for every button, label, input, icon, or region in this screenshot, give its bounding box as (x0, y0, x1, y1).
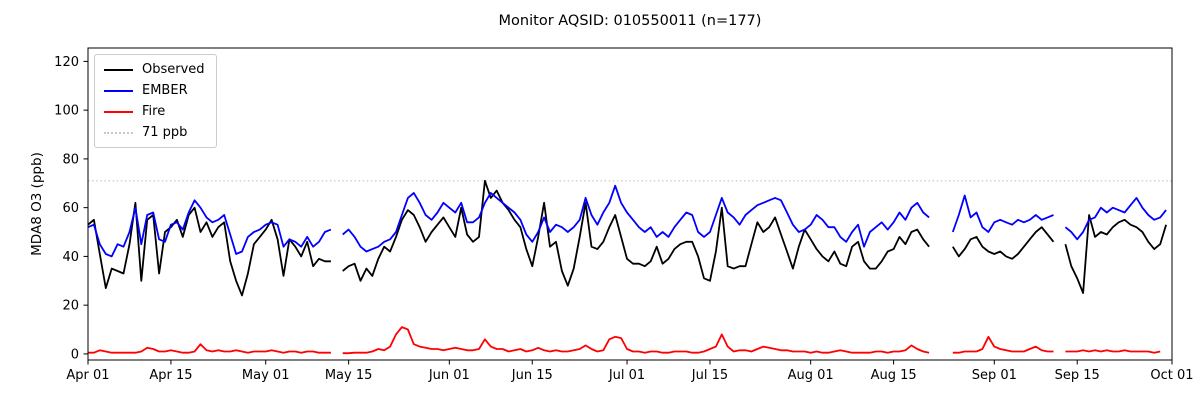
x-tick-label: Aug 15 (871, 368, 917, 383)
legend-label: Fire (142, 104, 166, 119)
x-tick-label: Apr 01 (66, 368, 109, 383)
x-tick-label: Apr 15 (149, 368, 192, 383)
x-tick-label: Aug 01 (788, 368, 834, 383)
legend-item-ember: EMBER (104, 83, 205, 98)
legend-item-observed: Observed (104, 62, 205, 77)
legend-line-sample (104, 110, 133, 113)
legend-label: 71 ppb (142, 125, 188, 140)
y-tick-label: 60 (62, 201, 79, 216)
y-tick-label: 20 (62, 299, 79, 314)
legend-label: Observed (142, 62, 205, 77)
legend-item-fire: Fire (104, 104, 205, 119)
y-tick-label: 100 (54, 104, 79, 119)
legend-item-71-ppb: 71 ppb (104, 125, 205, 140)
x-tick-label: Jun 01 (428, 368, 470, 383)
y-tick-label: 40 (62, 250, 79, 265)
y-tick-label: 0 (71, 347, 79, 362)
x-tick-label: Sep 01 (972, 368, 1017, 383)
y-tick-label: 120 (54, 55, 79, 70)
legend: Observed EMBER Fire 71 ppb (94, 54, 217, 148)
x-tick-label: May 01 (242, 368, 290, 383)
fire-line (88, 326, 1161, 355)
x-tick-label: Sep 15 (1055, 368, 1100, 383)
ember-line (87, 184, 1167, 258)
y-tick-label: 80 (62, 152, 79, 167)
observed-line (87, 179, 1167, 297)
legend-line-sample (104, 131, 133, 134)
legend-line-sample (104, 68, 133, 71)
x-tick-label: Jul 01 (608, 368, 645, 383)
axes-frame (87, 47, 1173, 361)
x-tick-label: Jul 15 (691, 368, 728, 383)
x-tick-label: May 15 (325, 368, 373, 383)
x-tick-label: Oct 01 (1150, 368, 1193, 383)
legend-label: EMBER (142, 83, 188, 98)
x-tick-label: Jun 15 (511, 368, 553, 383)
chart-title: Monitor AQSID: 010550011 (n=177) (498, 13, 762, 29)
legend-line-sample (104, 89, 133, 92)
y-axis-label: MDA8 O3 (ppb) (29, 152, 45, 256)
